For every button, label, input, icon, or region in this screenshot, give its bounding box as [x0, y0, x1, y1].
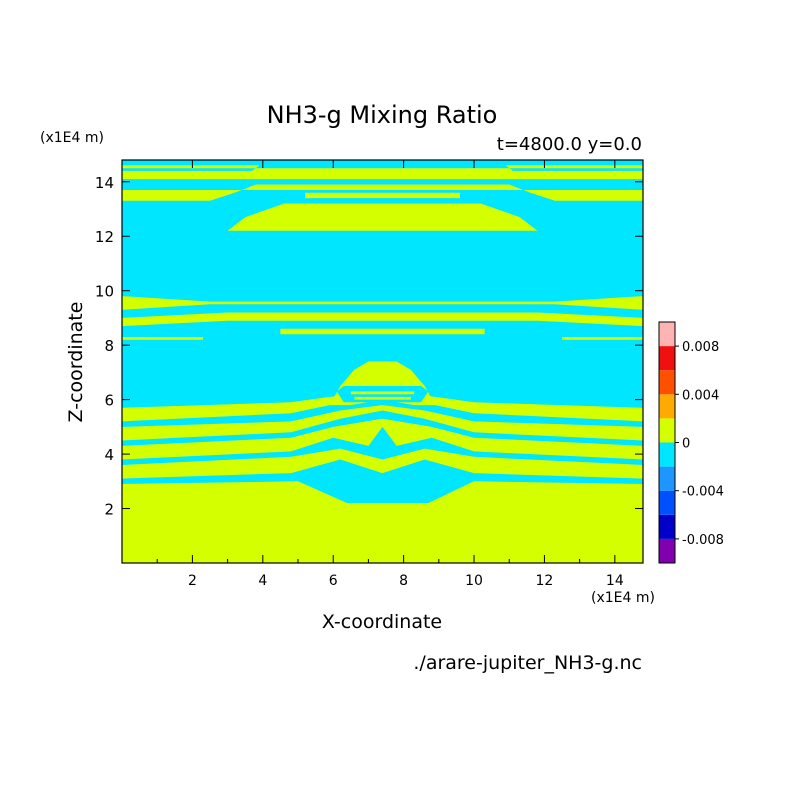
y-tick-label-10: 10 [95, 283, 114, 301]
colorbar: 0.008 0.004 0 -0.004 -0.008 [658, 321, 724, 564]
colorbar-swatch-8 [659, 346, 675, 371]
colorbar-swatch-2 [659, 490, 675, 515]
colorbar-tick-label-3: -0.004 [682, 485, 724, 500]
field-region-2 [122, 418, 643, 460]
field-region-4 [122, 391, 643, 422]
colorbar-swatch-0 [659, 538, 675, 563]
x-tick-label-2: 2 [188, 573, 197, 589]
x-axis: 2 4 6 8 10 12 14 [156, 160, 624, 589]
field-region-16 [122, 184, 643, 201]
colorbar-swatch-7 [659, 370, 675, 395]
field-region-3 [122, 405, 643, 441]
y-tick-label-4: 4 [104, 446, 114, 464]
x-axis-label: X-coordinate [322, 611, 442, 633]
y-tick-label-2: 2 [104, 501, 114, 519]
y-axis: 2 4 6 8 10 12 14 [95, 174, 643, 519]
field-region-9 [122, 337, 203, 340]
field-region-11 [280, 328, 485, 335]
field-region-10 [562, 337, 643, 340]
x-tick-label-4: 4 [258, 573, 267, 589]
x-tick-label-14: 14 [606, 573, 624, 589]
colorbar-tick-label-1: 0.004 [682, 388, 719, 403]
colorbar-swatch-4 [659, 442, 675, 467]
colorbar-swatch-3 [659, 466, 675, 491]
colorbar-tick-label-2: 0 [682, 437, 690, 452]
field-region-8 [350, 391, 415, 395]
x-tick-label-8: 8 [399, 573, 408, 589]
colorbar-tick-label-4: -0.008 [682, 533, 724, 548]
field-region-7 [354, 396, 411, 400]
field-region-15 [305, 192, 460, 199]
y-axis-label: Z-coordinate [65, 302, 87, 423]
field-region-14 [227, 203, 538, 231]
plot-frame [121, 159, 644, 564]
source-file-label: ./arare-jupiter_NH3-g.nc [413, 652, 642, 674]
y-tick-label-8: 8 [104, 337, 114, 355]
plot-field [122, 160, 643, 563]
field-region-12 [122, 312, 643, 327]
field-region-0 [122, 481, 643, 563]
chart-subtitle: t=4800.0 y=0.0 [497, 134, 642, 155]
y-tick-label-6: 6 [104, 392, 114, 410]
field-region-1 [122, 448, 643, 479]
colorbar-swatch-9 [659, 322, 675, 347]
colorbar-swatch-5 [659, 418, 675, 443]
x-unit-label: (x1E4 m) [591, 590, 655, 606]
x-tick-label-6: 6 [329, 573, 338, 589]
field-region-13 [122, 296, 643, 310]
y-tick-label-12: 12 [95, 228, 114, 246]
x-tick-label-12: 12 [536, 573, 554, 589]
x-tick-label-10: 10 [465, 573, 483, 589]
colorbar-tick-label-0: 0.008 [682, 340, 719, 355]
colorbar-swatch-6 [659, 394, 675, 419]
y-unit-label: (x1E4 m) [40, 130, 104, 146]
field-region-18 [122, 165, 643, 177]
y-tick-label-14: 14 [95, 174, 114, 192]
colorbar-swatch-1 [659, 514, 675, 539]
chart-title: NH3-g Mixing Ratio [267, 101, 498, 129]
